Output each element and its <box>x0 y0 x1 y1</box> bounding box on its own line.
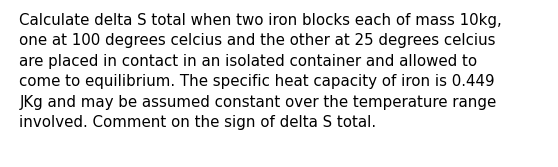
Text: Calculate delta S total when two iron blocks each of mass 10kg,
one at 100 degre: Calculate delta S total when two iron bl… <box>20 13 502 130</box>
